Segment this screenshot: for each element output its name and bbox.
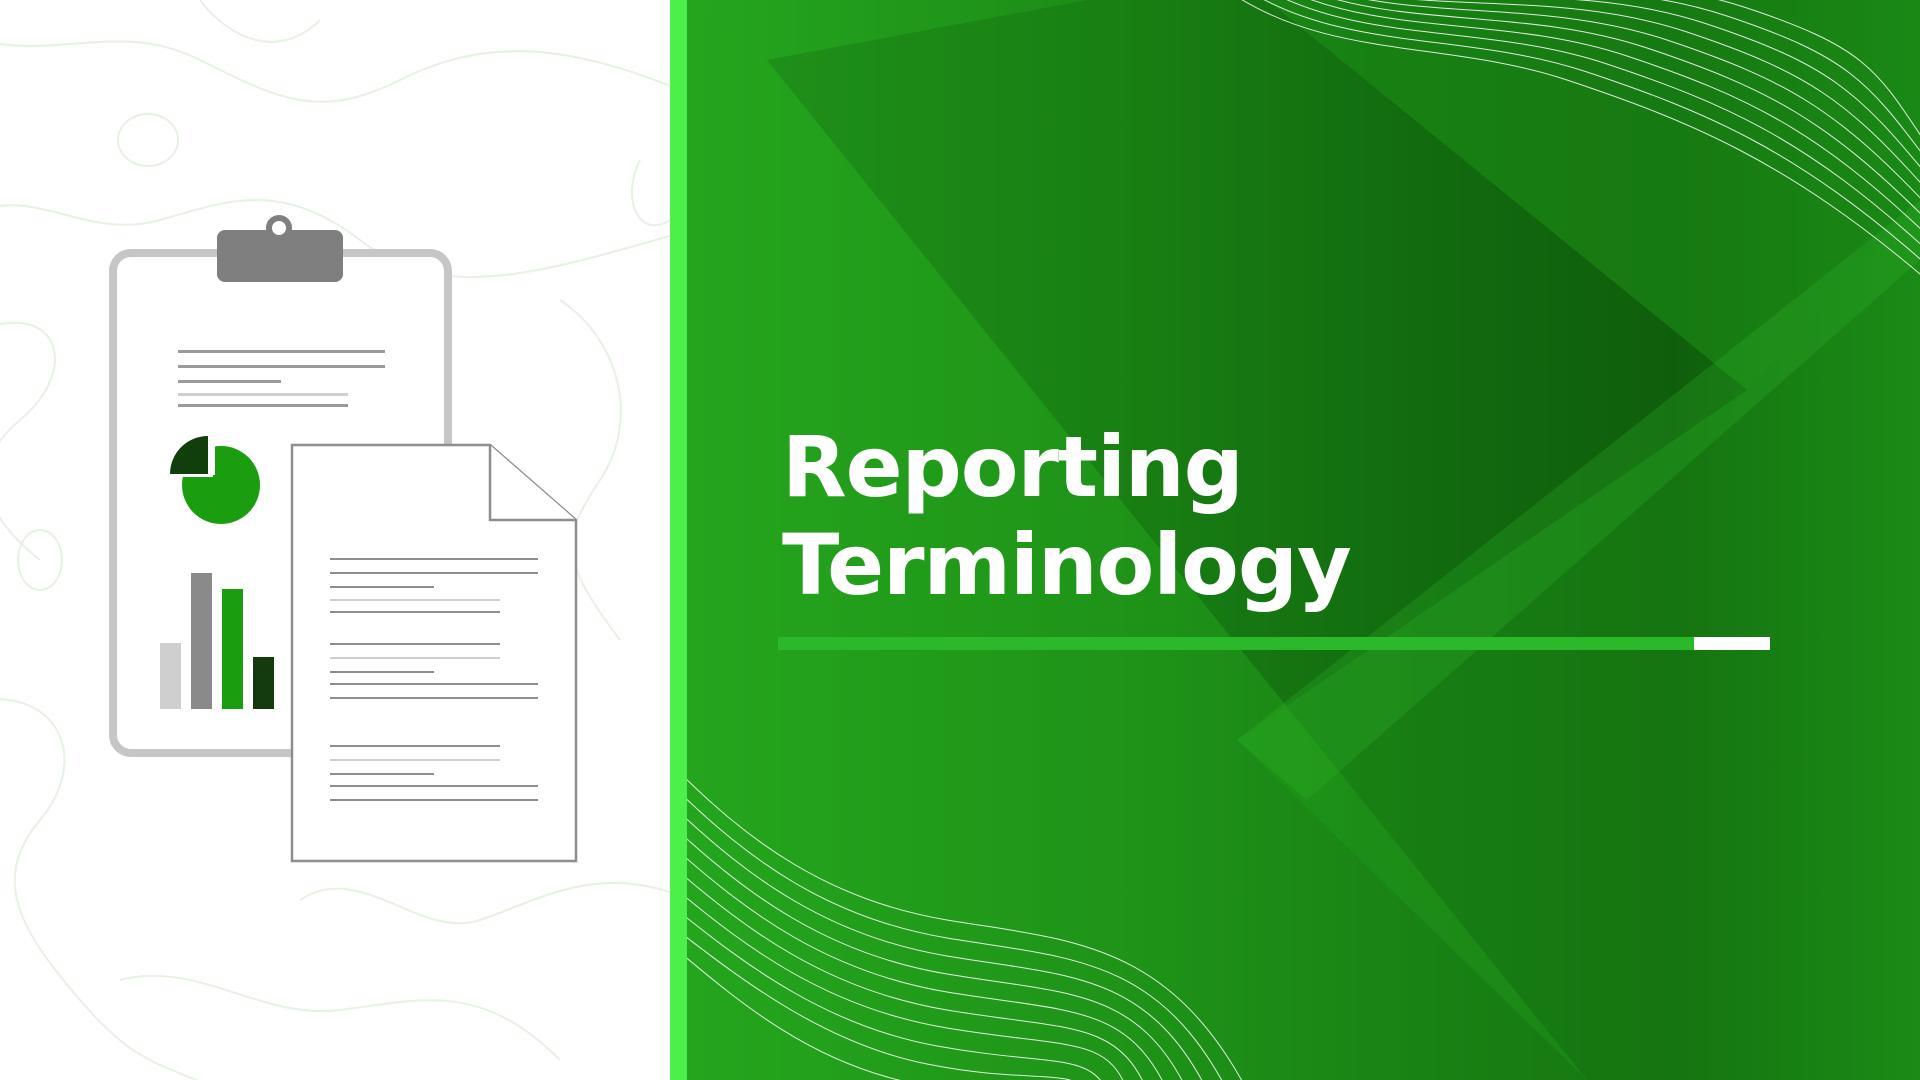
left-panel xyxy=(0,0,670,1080)
title-panel xyxy=(687,0,1920,1080)
title-underline xyxy=(778,637,1694,650)
slide-title: Reporting Terminology xyxy=(782,418,1352,614)
bar-chart-icon xyxy=(160,573,274,709)
bottom-wave-lines xyxy=(687,779,1242,1080)
title-underline-accent xyxy=(1694,637,1770,650)
report-illustration xyxy=(109,215,578,863)
accent-stripe xyxy=(670,0,687,1080)
title-line-2: Terminology xyxy=(782,516,1352,614)
geometric-background xyxy=(687,0,1920,1080)
title-line-1: Reporting xyxy=(782,418,1244,516)
topographic-background xyxy=(0,0,670,1080)
top-wave-lines xyxy=(1241,0,1920,275)
pie-chart-icon xyxy=(170,436,260,524)
document-icon xyxy=(290,443,578,863)
